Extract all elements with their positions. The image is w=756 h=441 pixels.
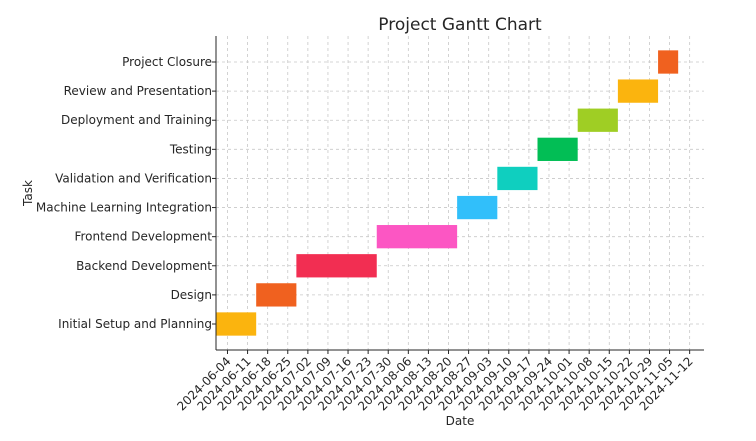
task-bar (216, 312, 257, 336)
y-tick-label: Machine Learning Integration (36, 201, 212, 215)
y-tick-label: Initial Setup and Planning (58, 317, 212, 331)
y-axis-ticks: Initial Setup and Planning Design Backend … (36, 55, 216, 331)
chart-title: Project Gantt Chart (378, 15, 542, 35)
y-axis-label: Task (21, 180, 35, 207)
task-bars (216, 50, 679, 336)
y-tick-label: Design (171, 288, 212, 302)
task-bar (658, 50, 679, 74)
task-bar (256, 283, 297, 307)
task-bar (376, 225, 458, 249)
task-bar (537, 137, 578, 161)
task-bar (577, 108, 618, 132)
y-tick-label: Project Closure (122, 55, 212, 69)
y-tick-label: Backend Development (76, 259, 212, 273)
y-tick-label: Deployment and Training (61, 113, 212, 127)
task-bar (296, 254, 377, 278)
x-axis-ticks: 2024-06-042024-06-112024-06-182024-06-25… (174, 350, 696, 413)
y-tick-label: Testing (169, 142, 212, 156)
task-bar (497, 166, 538, 191)
task-bar (457, 195, 498, 220)
grid (216, 36, 704, 350)
task-bar (617, 79, 659, 103)
x-axis-label: Date (446, 414, 475, 428)
y-tick-label: Frontend Development (74, 230, 212, 244)
y-tick-label: Review and Presentation (64, 84, 212, 98)
y-tick-label: Validation and Verification (55, 171, 212, 185)
